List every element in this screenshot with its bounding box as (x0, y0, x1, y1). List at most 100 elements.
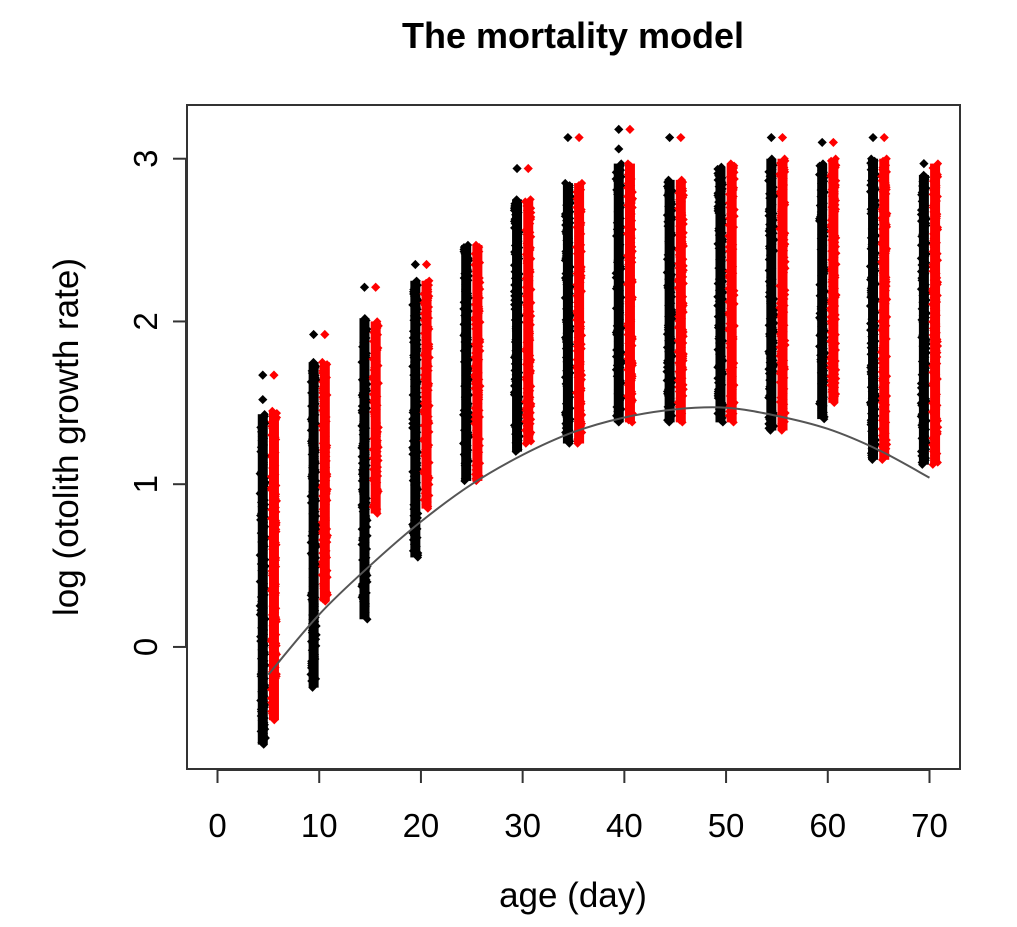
point-band (523, 199, 534, 444)
y-tick-label: 1 (127, 475, 164, 493)
point-column (509, 163, 525, 456)
point-column (662, 132, 677, 427)
point-band (817, 163, 828, 420)
point-column (916, 158, 932, 469)
data-point (933, 159, 943, 168)
point-band (715, 166, 726, 423)
point-band (257, 414, 268, 745)
point-band (675, 179, 686, 423)
point-column (521, 163, 536, 448)
outlier-point (868, 132, 878, 143)
point-column (357, 282, 372, 624)
point-band (268, 410, 279, 721)
point-band (319, 362, 330, 602)
point-column (368, 282, 383, 518)
outlier-point (359, 282, 370, 292)
x-tick-label: 60 (809, 807, 846, 844)
outlier-point (523, 163, 533, 174)
point-band (726, 163, 737, 423)
outlier-point (320, 329, 330, 340)
data-point (623, 159, 633, 168)
point-column (560, 132, 576, 448)
series-2 (266, 124, 943, 725)
point-band (308, 362, 319, 688)
outlier-point (574, 132, 584, 143)
point-column (255, 370, 270, 749)
point-column (306, 329, 321, 692)
point-band (421, 280, 432, 509)
point-band (562, 183, 573, 444)
series-1 (255, 124, 932, 749)
point-column (713, 162, 728, 427)
outlier-point (258, 394, 268, 405)
point-column (673, 132, 689, 427)
point-column (408, 259, 423, 562)
point-column (611, 124, 626, 427)
point-band (766, 158, 777, 431)
x-tick-label: 70 (911, 807, 948, 844)
point-band (370, 321, 381, 514)
point-band (868, 158, 879, 460)
outlier-point (777, 132, 788, 143)
chart-title: The mortality model (402, 15, 744, 56)
point-band (359, 318, 370, 620)
outlier-point (625, 124, 635, 135)
fitted-curve (267, 406, 930, 676)
x-tick-label: 0 (208, 807, 226, 844)
point-band (512, 199, 523, 452)
x-tick-label: 50 (708, 807, 745, 844)
y-axis: 0 1 2 3 (127, 150, 187, 656)
point-band (624, 163, 635, 423)
point-column (419, 259, 434, 513)
point-column (622, 124, 638, 427)
y-tick-label: 2 (127, 312, 164, 330)
outlier-point (879, 132, 889, 143)
outlier-point (919, 158, 929, 169)
point-column (877, 132, 892, 464)
point-column (927, 159, 943, 469)
point-band (777, 158, 788, 431)
outlier-point (828, 137, 838, 148)
x-axis: 0 10 20 30 40 50 60 70 (208, 769, 948, 844)
point-column (815, 137, 830, 424)
outlier-point (371, 282, 381, 292)
point-band (574, 183, 585, 444)
point-column (572, 132, 587, 448)
outlier-point (665, 132, 675, 143)
point-column (266, 370, 282, 725)
point-band (879, 158, 890, 460)
y-axis-label: log (otolith growth rate) (47, 258, 86, 616)
outlier-point (421, 259, 432, 270)
point-column (826, 137, 841, 408)
outlier-point (258, 370, 268, 380)
data-point (617, 159, 626, 168)
point-column (317, 329, 332, 606)
point-band (410, 280, 421, 558)
outlier-point (676, 132, 686, 143)
point-band (472, 244, 483, 481)
point-column (724, 159, 739, 427)
outlier-point (309, 329, 319, 340)
outlier-point (766, 132, 776, 143)
y-tick-label: 0 (127, 638, 164, 656)
point-column (865, 132, 881, 464)
y-tick-label: 3 (127, 150, 164, 168)
outlier-point (563, 132, 573, 143)
point-column (459, 240, 474, 486)
data-point (818, 159, 828, 168)
point-band (613, 163, 624, 423)
plot-points (255, 124, 943, 749)
x-tick-label: 30 (504, 807, 541, 844)
point-column (470, 240, 485, 486)
outlier-point (817, 137, 827, 148)
point-column (775, 132, 790, 435)
point-column (764, 132, 779, 435)
x-tick-label: 20 (403, 807, 440, 844)
outlier-point (410, 259, 420, 270)
outlier-point (614, 144, 624, 154)
plot-frame (186, 104, 961, 770)
point-band (828, 158, 839, 403)
x-axis-label: age (day) (499, 876, 647, 915)
point-band (664, 179, 675, 423)
